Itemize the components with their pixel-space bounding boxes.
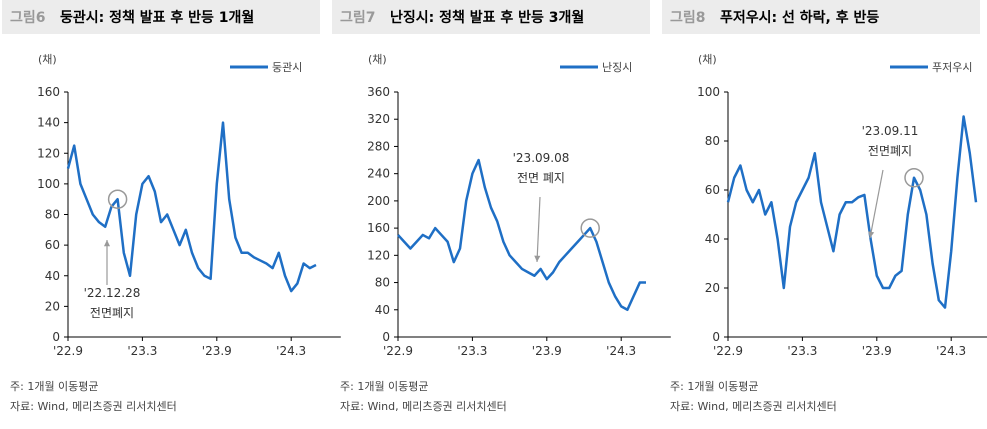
y-tick-label: 160 [367,221,390,235]
arrow-head [103,240,111,247]
note: 주: 1개월 이동평균 [340,380,429,393]
y-tick-label: 100 [697,85,720,99]
source: 자료: Wind, 메리츠증권 리서치센터 [10,400,177,413]
annotation-date: '23.09.08 [513,151,570,165]
title-band [2,0,320,34]
y-tick-label: 40 [45,269,60,283]
y-unit: (채) [38,53,57,66]
arrow-head [868,231,875,238]
y-unit: (채) [698,53,717,66]
highlight-circle [580,218,600,238]
note: 주: 1개월 이동평균 [670,380,759,393]
note: 주: 1개월 이동평균 [10,380,99,393]
y-tick-label: 40 [705,232,720,246]
legend-label: 푸저우시 [932,61,972,74]
y-tick-label: 200 [367,194,390,208]
x-tick-label: '23.3 [787,344,817,358]
annotation-text: 전면폐지 [868,144,912,158]
y-tick-label: 360 [367,85,390,99]
figure-label: 그림7 [340,10,376,26]
y-tick-label: 40 [375,303,390,317]
y-tick-label: 120 [367,248,390,262]
y-unit: (채) [368,53,387,66]
x-tick-label: '22.9 [53,344,83,358]
highlight-circle [107,189,128,209]
source: 자료: Wind, 메리츠증권 리서치센터 [340,400,507,413]
y-tick-label: 0 [382,330,390,344]
y-tick-label: 320 [367,112,390,126]
y-tick-label: 120 [37,146,60,160]
chart-title: 둥관시: 정책 발표 후 반등 1개월 [60,9,254,26]
y-tick-label: 80 [45,208,60,222]
legend-label: 난징시 [602,61,632,74]
title-band [332,0,650,34]
y-tick-label: 60 [45,238,60,252]
x-tick-label: '24.3 [276,344,306,358]
y-tick-label: 20 [45,299,60,313]
x-tick-label: '24.3 [936,344,966,358]
y-tick-label: 0 [52,330,60,344]
annotation-text: 전면폐지 [90,306,134,320]
x-tick-label: '22.9 [713,344,743,358]
x-tick-label: '22.9 [383,344,413,358]
chart-title: 푸저우시: 선 하락, 후 반등 [720,9,879,26]
x-tick-label: '23.3 [457,344,487,358]
annotation-date: '23.09.11 [862,124,919,138]
x-tick-label: '23.9 [532,344,562,358]
chart-title: 난징시: 정책 발표 후 반등 3개월 [390,9,584,26]
y-tick-label: 140 [37,116,60,130]
legend-label: 둥관시 [272,61,302,74]
annotation-text: 전면 폐지 [517,171,565,185]
y-tick-label: 160 [37,85,60,99]
highlight-circle [904,168,924,188]
line-series [397,158,646,312]
x-tick-label: '24.3 [606,344,636,358]
y-tick-label: 20 [705,281,720,295]
annotation-arrow [536,196,541,263]
y-tick-label: 80 [375,276,390,290]
y-tick-label: 240 [367,167,390,181]
y-tick-label: 100 [37,177,60,191]
source: 자료: Wind, 메리츠증권 리서치센터 [670,400,837,413]
figure-label: 그림6 [10,10,46,26]
y-tick-label: 60 [705,183,720,197]
annotation-arrow [869,169,884,239]
x-tick-label: '23.9 [862,344,892,358]
line-series [726,115,978,309]
arrow-head [534,255,541,262]
y-tick-label: 0 [712,330,720,344]
y-tick-label: 280 [367,139,390,153]
figure-label: 그림8 [670,10,706,26]
title-band [662,0,980,34]
x-tick-label: '23.3 [127,344,157,358]
annotation-date: '22.12.28 [84,286,141,300]
line-series [66,121,317,293]
y-tick-label: 80 [705,134,720,148]
x-tick-label: '23.9 [202,344,232,358]
